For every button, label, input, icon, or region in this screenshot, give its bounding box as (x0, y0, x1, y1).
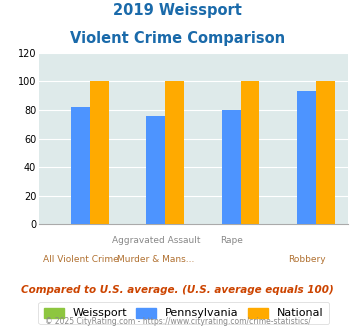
Text: Rape: Rape (220, 236, 242, 246)
Bar (297, 91, 316, 224)
Text: © 2025 CityRating.com - https://www.cityrating.com/crime-statistics/: © 2025 CityRating.com - https://www.city… (45, 317, 310, 326)
Bar (316, 82, 335, 224)
Text: Violent Crime Comparison: Violent Crime Comparison (70, 31, 285, 46)
Text: All Violent Crime: All Violent Crime (43, 255, 118, 264)
Bar (241, 82, 260, 224)
Text: Compared to U.S. average. (U.S. average equals 100): Compared to U.S. average. (U.S. average … (21, 285, 334, 295)
Text: Robbery: Robbery (288, 255, 325, 264)
Bar (165, 82, 184, 224)
Bar (90, 82, 109, 224)
Bar (71, 107, 90, 224)
Legend: Weissport, Pennsylvania, National: Weissport, Pennsylvania, National (38, 302, 329, 324)
Text: Aggravated Assault: Aggravated Assault (111, 236, 200, 246)
Bar (146, 116, 165, 224)
Text: 2019 Weissport: 2019 Weissport (113, 3, 242, 18)
Bar (222, 110, 241, 224)
Text: Murder & Mans...: Murder & Mans... (117, 255, 195, 264)
